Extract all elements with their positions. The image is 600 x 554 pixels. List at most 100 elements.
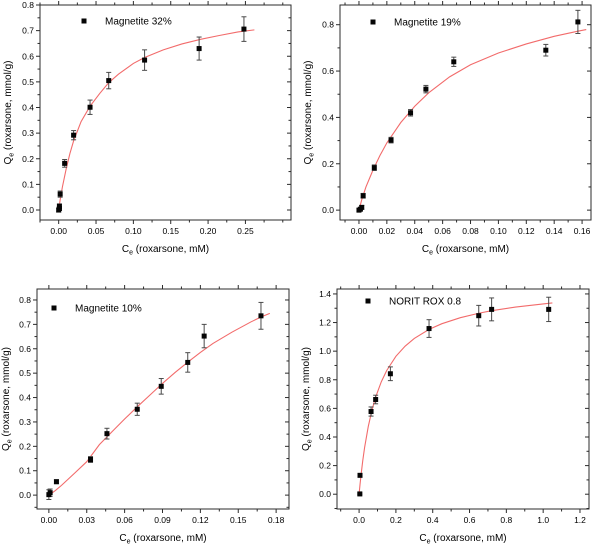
x-axis-label: Ce (roxarsone, mM) <box>119 533 206 546</box>
data-point <box>47 490 53 496</box>
chart-magnetite-19: 0.00 0.02 0.04 0.06 0.08 0.10 0.12 0.14 0.16 0.0 0… <box>300 0 600 277</box>
data-point <box>87 104 93 110</box>
fit-line <box>48 312 271 496</box>
legend-label: Magnetite 10% <box>75 304 142 315</box>
data-point <box>71 132 77 138</box>
data-point <box>241 26 247 32</box>
svg-text:0.0: 0.0 <box>353 515 365 525</box>
axis-ticks <box>336 1 591 224</box>
chart-magnetite-10-plot: 0.00 0.03 0.06 0.09 0.12 0.15 0.18 0.0 0.1 0.2 0.3… <box>0 277 300 554</box>
svg-text:0.02: 0.02 <box>379 226 396 236</box>
y-axis-label: Qe (roxarsone, mmol/g) <box>1 347 14 451</box>
svg-text:0.18: 0.18 <box>268 515 285 525</box>
svg-text:1.2: 1.2 <box>574 515 586 525</box>
data-point <box>56 203 62 209</box>
legend-marker-icon <box>370 19 376 25</box>
data-point <box>185 359 191 365</box>
data-point <box>426 326 432 332</box>
data-point <box>360 193 366 199</box>
svg-text:0.7: 0.7 <box>19 319 31 329</box>
plot-background <box>0 277 300 554</box>
data-point <box>388 137 394 143</box>
svg-text:0.00: 0.00 <box>351 226 368 236</box>
data-point <box>371 165 377 171</box>
x-axis-label: Ce (roxarsone, mM) <box>422 244 509 257</box>
data-point <box>104 431 110 437</box>
svg-text:0.00: 0.00 <box>50 226 67 236</box>
data-point <box>106 78 112 84</box>
svg-text:0.0: 0.0 <box>319 489 331 499</box>
data-point <box>158 383 164 389</box>
svg-text:0.00: 0.00 <box>41 515 58 525</box>
y-axis-label: Qe (roxarsone, mmol/g) <box>303 61 316 165</box>
svg-text:0.8: 0.8 <box>319 375 331 385</box>
svg-text:0.4: 0.4 <box>319 432 331 442</box>
chart-norit-rox-08: 0.0 0.2 0.4 0.6 0.8 1.0 1.2 0.0 0.2 0.4 0.6 0.8 1.0 1… <box>300 277 600 554</box>
svg-text:0.4: 0.4 <box>322 112 334 122</box>
svg-text:0.10: 0.10 <box>125 226 142 236</box>
data-point <box>543 47 549 53</box>
legend: NORIT ROX 0.8 <box>365 297 461 308</box>
svg-text:0.12: 0.12 <box>192 515 209 525</box>
tick-labels: 0.0 0.2 0.4 0.6 0.8 1.0 1.2 0.0 0.2 0.4 0.6 0.8 1.0 1… <box>319 289 586 525</box>
plot-frame <box>39 4 292 221</box>
svg-text:0.4: 0.4 <box>19 393 31 403</box>
svg-text:0.09: 0.09 <box>154 515 171 525</box>
data-point <box>53 479 59 485</box>
legend-label: NORIT ROX 0.8 <box>389 297 461 308</box>
svg-text:0.5: 0.5 <box>19 368 31 378</box>
svg-text:0.0: 0.0 <box>19 490 31 500</box>
svg-text:1.2: 1.2 <box>319 318 331 328</box>
legend-marker-icon <box>81 18 87 24</box>
svg-text:0.2: 0.2 <box>19 441 31 451</box>
svg-text:0.6: 0.6 <box>19 344 31 354</box>
chart-magnetite-10: 0.00 0.03 0.06 0.09 0.12 0.15 0.18 0.0 0.1 0.2 0.3… <box>0 277 300 554</box>
svg-text:1.0: 1.0 <box>319 346 331 356</box>
data-point <box>408 110 414 116</box>
data-point <box>489 306 495 312</box>
svg-text:0.8: 0.8 <box>500 515 512 525</box>
data-point <box>373 397 379 403</box>
svg-text:0.2: 0.2 <box>322 159 334 169</box>
plot-background <box>300 0 600 277</box>
data-point <box>476 313 482 319</box>
data-points <box>357 306 552 497</box>
legend-label: Magnetite 32% <box>105 17 172 28</box>
svg-text:0.14: 0.14 <box>546 226 563 236</box>
data-point <box>357 472 363 478</box>
legend-label: Magnetite 19% <box>394 18 461 29</box>
data-point <box>88 457 94 463</box>
svg-text:0.5: 0.5 <box>22 77 34 87</box>
svg-text:0.08: 0.08 <box>462 226 479 236</box>
svg-text:0.25: 0.25 <box>237 226 254 236</box>
svg-text:0.6: 0.6 <box>464 515 476 525</box>
svg-text:0.20: 0.20 <box>200 226 217 236</box>
fit-line <box>358 29 587 211</box>
legend: Magnetite 19% <box>370 18 461 29</box>
data-point <box>368 409 374 415</box>
svg-text:0.8: 0.8 <box>322 20 334 30</box>
chart-magnetite-19-plot: 0.00 0.02 0.04 0.06 0.08 0.10 0.12 0.14 0.16 0.0 0… <box>300 0 600 277</box>
svg-text:0.4: 0.4 <box>22 103 34 113</box>
chart-norit-rox-08-plot: 0.0 0.2 0.4 0.6 0.8 1.0 1.2 0.0 0.2 0.4 0.6 0.8 1.0 1… <box>300 277 600 554</box>
svg-text:0.2: 0.2 <box>319 461 331 471</box>
legend-marker-icon <box>365 298 371 304</box>
svg-text:0.1: 0.1 <box>22 179 34 189</box>
svg-text:0.6: 0.6 <box>322 66 334 76</box>
svg-text:0.4: 0.4 <box>427 515 439 525</box>
data-points <box>56 26 247 213</box>
svg-text:0.6: 0.6 <box>319 403 331 413</box>
svg-text:0.15: 0.15 <box>230 515 247 525</box>
svg-text:0.16: 0.16 <box>574 226 591 236</box>
axis-ticks <box>36 1 291 224</box>
svg-text:0.10: 0.10 <box>490 226 507 236</box>
tick-labels: 0.00 0.02 0.04 0.06 0.08 0.10 0.12 0.14 0.16 0.0 0… <box>322 20 590 236</box>
svg-text:0.12: 0.12 <box>518 226 535 236</box>
y-axis-label: Qe (roxarsone, mmol/g) <box>301 347 314 451</box>
data-point <box>359 204 365 210</box>
svg-text:0.0: 0.0 <box>322 205 334 215</box>
legend: Magnetite 10% <box>51 304 142 315</box>
svg-text:0.03: 0.03 <box>78 515 95 525</box>
legend-marker-icon <box>51 305 57 311</box>
data-point <box>134 406 140 412</box>
